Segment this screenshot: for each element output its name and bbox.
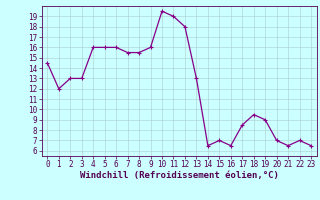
X-axis label: Windchill (Refroidissement éolien,°C): Windchill (Refroidissement éolien,°C) bbox=[80, 171, 279, 180]
